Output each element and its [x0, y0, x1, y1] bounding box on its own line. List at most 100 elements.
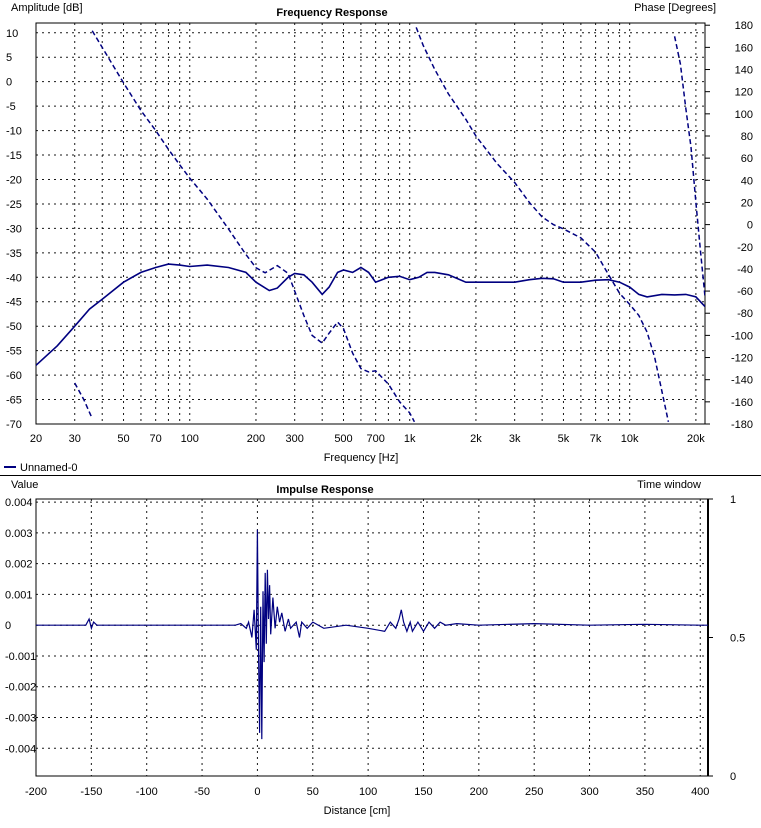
ir-x-tick-label: 100 — [359, 786, 377, 798]
ir-y-axis-label: Value — [11, 479, 38, 491]
fr-x-tick-label: 3k — [509, 433, 521, 445]
fr-y-tick-label: -25 — [6, 199, 22, 211]
ir-x-tick-label: 250 — [525, 786, 543, 798]
fr-y-tick-label: -10 — [6, 126, 22, 138]
phase-curve-segment — [415, 27, 670, 422]
fr-y2-tick-label: -80 — [737, 308, 753, 320]
fr-y2-tick-label: -140 — [731, 375, 753, 387]
fr-y2-tick-label: -60 — [737, 286, 753, 298]
fr-y2-tick-label: 120 — [735, 87, 753, 99]
impulse-curve — [36, 529, 708, 740]
fr-y2-tick-label: 80 — [741, 131, 753, 143]
ir-y-tick-label: 0.004 — [5, 497, 33, 509]
fr-x-tick-label: 7k — [590, 433, 602, 445]
fr-x-tick-labels: 20 30 50 70 100 200 300 500 700 1k 2k 3k 5k 7k 10k 20k — [30, 433, 705, 445]
fr-y-tick-label: -20 — [6, 174, 22, 186]
fr-y2-tick-label: 100 — [735, 109, 753, 121]
ir-y2-tick-label: 0 — [730, 771, 736, 783]
ir-x-tick-label: 150 — [414, 786, 432, 798]
fr-y-tick-label: -15 — [6, 150, 22, 162]
ir-y2-tick-labels: 10.50 — [708, 494, 745, 783]
ir-y-tick-label: -0.004 — [5, 743, 36, 755]
fr-x-tick-label: 5k — [558, 433, 570, 445]
fr-x-tick-label: 70 — [150, 433, 162, 445]
fr-y-tick-labels: 10 5 0 -5 -10 -15 -20 -25 -30 -35 -40 -45 -50 -55 -60 -… — [6, 28, 22, 431]
ir-y-tick-label: -0.003 — [5, 713, 36, 725]
fr-y2-tick-label: 0 — [747, 220, 753, 232]
fr-y-tick-label: -45 — [6, 297, 22, 309]
phase-curve-segment — [91, 30, 416, 423]
fr-y2-tick-label: 40 — [741, 175, 753, 187]
frequency-response-panel: 20 30 50 70 100 200 300 500 700 1k 2k 3k 5k 7k 10k 20k … — [4, 2, 753, 474]
fr-plot-frame — [35, 22, 706, 425]
fr-y2-tick-label: -100 — [731, 330, 753, 342]
fr-y-tick-label: -55 — [6, 346, 22, 358]
ir-x-axis-label: Distance [cm] — [324, 805, 391, 817]
ir-y-tick-label: -0.002 — [5, 682, 36, 694]
fr-series — [36, 27, 705, 423]
fr-y2-tick-label: 160 — [735, 42, 753, 54]
ir-x-tick-labels: -200 -150 -100 -50 0 50 100 150 200 250 300 350 400 — [25, 786, 709, 798]
fr-x-tick-label: 20k — [687, 433, 705, 445]
fr-x-tick-label: 100 — [181, 433, 199, 445]
amplitude-curve — [36, 263, 705, 366]
fr-y-tick-label: -50 — [6, 321, 22, 333]
fr-y2-tick-label: 60 — [741, 153, 753, 165]
fr-y2-tick-label: -20 — [737, 242, 753, 254]
fr-y-axis-label: Amplitude [dB] — [11, 2, 83, 14]
fr-x-tick-label: 300 — [286, 433, 304, 445]
fr-y-tick-label: -65 — [6, 395, 22, 407]
ir-y-tick-label: 0 — [5, 620, 11, 632]
fr-x-tick-label: 1k — [404, 433, 416, 445]
fr-x-tick-label: 50 — [117, 433, 129, 445]
fr-x-tick-label: 200 — [247, 433, 265, 445]
fr-y-tick-label: 10 — [6, 28, 18, 40]
fr-x-tick-label: 30 — [69, 433, 81, 445]
phase-curve-segment — [74, 382, 93, 419]
fr-y2-tick-label: -120 — [731, 353, 753, 365]
fr-y-tick-label: 0 — [6, 77, 12, 89]
ir-y2-tick-label: 1 — [730, 494, 736, 506]
fr-grid — [35, 23, 705, 424]
fr-y-tick-label: 5 — [6, 52, 12, 64]
ir-x-tick-label: -100 — [136, 786, 158, 798]
fr-y-tick-label: -30 — [6, 223, 22, 235]
ir-x-tick-label: -150 — [80, 786, 102, 798]
fr-y2-tick-label: 180 — [735, 20, 753, 32]
fr-y2-tick-label: -40 — [737, 264, 753, 276]
ir-y-tick-label: 0.001 — [5, 589, 33, 601]
impulse-response-panel: -200 -150 -100 -50 0 50 100 150 200 250 300 350 400 … — [5, 479, 745, 817]
fr-x-tick-label: 500 — [334, 433, 352, 445]
fr-y2-tick-label: 140 — [735, 65, 753, 77]
fr-y-tick-label: -60 — [6, 370, 22, 382]
ir-y-tick-label: 0.003 — [5, 528, 33, 540]
ir-x-tick-label: 350 — [636, 786, 654, 798]
fr-x-tick-label: 20 — [30, 433, 42, 445]
ir-title: Impulse Response — [276, 484, 373, 496]
ir-x-tick-label: -200 — [25, 786, 47, 798]
legend-entry-unnamed-0: Unnamed-0 — [20, 462, 77, 474]
fr-y-tick-label: -5 — [6, 101, 16, 113]
ir-series — [36, 529, 708, 740]
fr-y-tick-label: -70 — [6, 419, 22, 431]
ir-x-tick-label: 400 — [691, 786, 709, 798]
fr-y2-tick-label: -180 — [731, 419, 753, 431]
fr-x-tick-label: 2k — [470, 433, 482, 445]
ir-x-tick-label: 50 — [307, 786, 319, 798]
ir-x-tick-label: -50 — [194, 786, 210, 798]
fr-y2-axis-label: Phase [Degrees] — [634, 2, 716, 14]
ir-y2-tick-label: 0.5 — [730, 633, 745, 645]
ir-x-tick-label: 300 — [580, 786, 598, 798]
fr-y2-tick-label: 20 — [741, 197, 753, 209]
ir-y-tick-labels: 0.004 0.003 0.002 0.001 0 -0.001 -0.002 -0.003 -… — [5, 497, 36, 755]
ir-y-tick-label: -0.001 — [5, 651, 36, 663]
fr-y-tick-label: -40 — [6, 272, 22, 284]
fr-x-tick-label: 700 — [366, 433, 384, 445]
ir-y2-axis-label: Time window — [637, 479, 701, 491]
ir-x-tick-label: 200 — [470, 786, 488, 798]
fr-y-tick-label: -35 — [6, 248, 22, 260]
fr-y2-tick-label: -160 — [731, 397, 753, 409]
ir-x-tick-label: 0 — [254, 786, 260, 798]
phase-curve-segment — [673, 36, 705, 297]
